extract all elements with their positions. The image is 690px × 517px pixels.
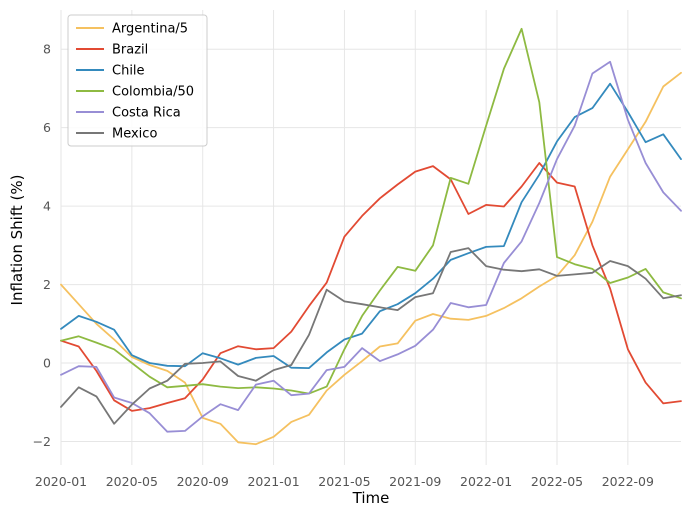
legend-label-chile: Chile [112, 64, 145, 79]
y-tick-label: 8 [43, 42, 51, 57]
series-line-colombia-50 [60, 27, 682, 395]
y-tick-label: 2 [43, 277, 51, 292]
y-tick-label: −2 [33, 434, 51, 449]
x-tick-label: 2021-01 [247, 474, 299, 489]
x-tick-label: 2022-09 [602, 474, 654, 489]
series-lines [60, 27, 682, 446]
x-tick-label: 2020-01 [35, 474, 87, 489]
x-tick-label: 2021-05 [318, 474, 370, 489]
y-axis-label: Inflation Shift (%) [8, 175, 26, 306]
legend-label-argentina-5: Argentina/5 [112, 22, 188, 37]
x-axis-label: Time [352, 489, 390, 507]
legend-label-costa-rica: Costa Rica [112, 106, 181, 121]
y-tick-label: 0 [43, 356, 51, 371]
legend: Argentina/5 Brazil Chile Colombia/50 Costa R… [67, 14, 208, 147]
y-tick-label: 6 [43, 120, 51, 135]
legend-label-mexico: Mexico [112, 127, 157, 142]
y-tick-label: 4 [43, 199, 51, 214]
x-tick-label: 2022-01 [460, 474, 512, 489]
x-tick-label: 2020-09 [177, 474, 229, 489]
series-line-costa-rica [60, 60, 682, 433]
x-tick-label: 2022-05 [531, 474, 583, 489]
legend-label-brazil: Brazil [112, 43, 148, 58]
series-line-mexico [60, 247, 682, 425]
x-tick-label: 2021-09 [389, 474, 441, 489]
x-axis-ticks: 2020-01 2020-05 2020-09 2021-01 2021-05 2021-… [35, 474, 654, 489]
legend-box [67, 14, 208, 147]
series-line-brazil [60, 162, 682, 412]
x-tick-label: 2020-05 [106, 474, 158, 489]
y-axis-ticks: −2 0 2 4 6 8 [33, 42, 51, 449]
legend-label-colombia-50: Colombia/50 [112, 85, 194, 100]
